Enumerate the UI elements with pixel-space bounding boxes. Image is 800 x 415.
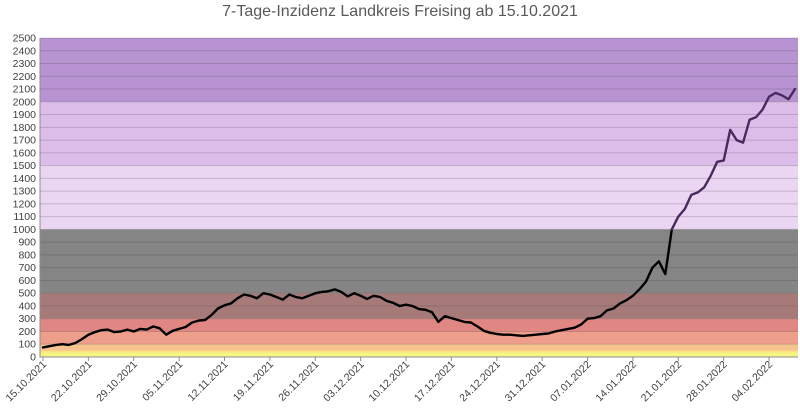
y-tick-label: 1300	[13, 186, 37, 198]
series-line	[41, 228, 673, 349]
band-2	[40, 344, 798, 351]
band-4	[40, 318, 798, 332]
band-7	[40, 165, 798, 230]
y-tick-label: 1400	[13, 173, 37, 185]
x-tick-label: 07.01.2022	[548, 359, 594, 405]
x-tick-label: 15.10.2021	[3, 359, 49, 405]
y-tick-label: 600	[18, 275, 36, 287]
y-tick-label: 1900	[13, 109, 37, 121]
incidence-bands	[40, 38, 798, 357]
band-9	[40, 38, 798, 102]
x-tick-label: 04.02.2022	[730, 359, 776, 405]
x-tick-label: 10.12.2021	[367, 359, 413, 405]
y-tick-label: 800	[18, 249, 36, 261]
y-tick-label: 0	[30, 352, 36, 364]
x-tick-label: 14.01.2022	[593, 359, 639, 405]
y-tick-label: 2100	[13, 84, 37, 96]
band-3	[40, 331, 798, 345]
y-tick-label: 1100	[13, 211, 36, 223]
y-tick-label: 2400	[13, 45, 37, 57]
y-tick-label: 2200	[13, 71, 37, 83]
y-tick-label: 2300	[13, 58, 37, 70]
x-tick-label: 19.11.2021	[231, 359, 276, 404]
band-5	[40, 293, 798, 319]
y-tick-label: 1600	[13, 147, 37, 159]
band-0	[40, 352, 798, 357]
x-tick-label: 03.12.2021	[321, 359, 367, 405]
y-tick-label: 2500	[13, 33, 37, 45]
band-6	[40, 229, 798, 294]
band-1	[40, 350, 798, 353]
y-tick-label: 1200	[13, 198, 37, 210]
x-tick-label: 22.10.2021	[49, 359, 95, 405]
x-tick-label: 21.01.2022	[639, 359, 685, 405]
y-tick-label: 300	[18, 313, 36, 325]
y-tick-label: 700	[18, 262, 36, 274]
x-axis: 15.10.2021 22.10.2021 29.10.2021 05.11.2021…	[3, 357, 775, 404]
x-tick-label: 17.12.2021	[412, 359, 458, 405]
y-tick-label: 1000	[13, 224, 37, 236]
y-tick-label: 500	[18, 288, 36, 300]
y-tick-label: 400	[18, 300, 36, 312]
y-tick-label: 1500	[13, 160, 37, 172]
y-tick-label: 200	[18, 326, 36, 338]
x-tick-label: 29.10.2021	[94, 359, 140, 405]
y-tick-label: 100	[18, 339, 36, 351]
x-tick-label: 05.11.2021	[140, 359, 185, 404]
x-tick-label: 31.12.2021	[503, 359, 549, 405]
x-tick-label: 24.12.2021	[457, 359, 503, 405]
y-tick-label: 2000	[13, 96, 37, 108]
band-8	[40, 101, 798, 166]
x-tick-label: 12.11.2021	[186, 359, 231, 404]
x-tick-label: 28.01.2022	[684, 359, 730, 405]
y-axis: 0100200300400500600700800900100011001200…	[13, 33, 37, 364]
series-line-high	[670, 87, 797, 231]
y-tick-label: 1700	[13, 135, 37, 147]
y-tick-label: 900	[18, 237, 36, 249]
gridlines	[39, 37, 798, 358]
y-tick-label: 1800	[13, 122, 37, 134]
axis-lines	[39, 38, 798, 358]
x-tick-label: 26.11.2021	[276, 359, 321, 404]
chart-title: 7-Tage-Inzidenz Landkreis Freising ab 15…	[222, 3, 578, 20]
